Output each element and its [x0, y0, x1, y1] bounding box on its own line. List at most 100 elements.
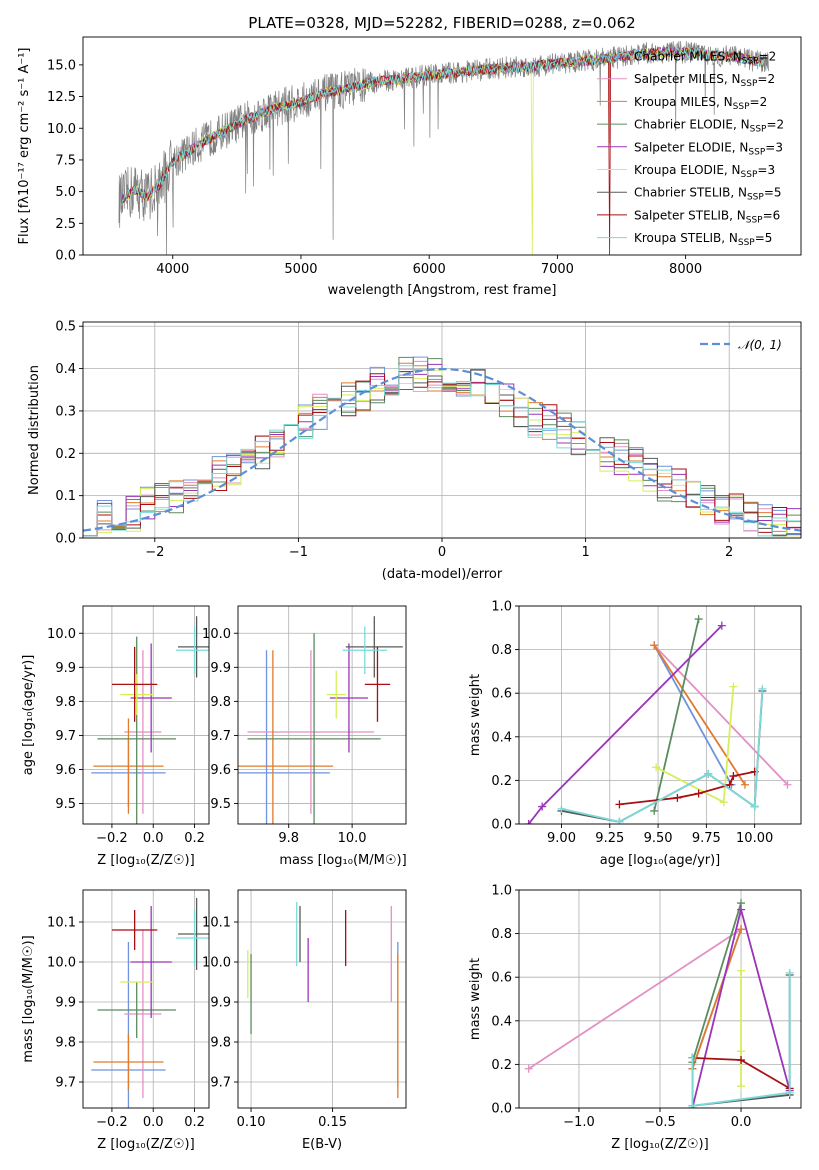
y-tick-label: 9.8	[55, 1036, 76, 1051]
y-tick-label: 10.0	[202, 627, 231, 642]
weight-marker	[650, 641, 659, 650]
errorbar-salpeter-stelib	[364, 646, 391, 722]
weight-line	[653, 644, 733, 786]
y-tick-label: 10.0	[47, 122, 76, 137]
y-tick-label: 1.0	[491, 600, 512, 615]
axes-frame	[82, 889, 210, 1109]
errorbar-kroupa-miles	[238, 650, 334, 824]
x-tick-label: 6000	[413, 262, 446, 277]
legend-label-kroupa-miles: Kroupa MILES, NSSP=2	[634, 95, 767, 112]
x-axis-label: Z [log₁₀(Z/Z☉)]	[97, 853, 194, 868]
y-tick-label: 0.1	[55, 489, 76, 504]
y-tick-label: 15.0	[47, 58, 76, 73]
weight-marker	[650, 806, 659, 815]
weight-marker	[750, 802, 759, 811]
y-tick-label: 0.2	[491, 774, 512, 789]
y-tick-label: 0.6	[491, 971, 512, 986]
observed-spectrum	[118, 40, 770, 255]
x-tick-label: 9.75	[692, 831, 721, 846]
y-tick-label: 9.9	[210, 661, 231, 676]
legend-value: =2	[750, 95, 768, 109]
legend-subscript: SSP	[750, 125, 767, 135]
weight-line	[653, 644, 746, 786]
weight-marker	[694, 615, 703, 624]
x-axis-label: Z [log₁₀(Z/Z☉)]	[97, 1137, 194, 1152]
x-tick-label: 10.00	[736, 831, 773, 846]
ticks-mass_vs_ebv: 0.10 0.15 9.7 9.8 9.9 10.0 10.1	[202, 916, 347, 1131]
plot-area-mass_vs_ebv	[247, 902, 399, 1098]
model-salpeter-stelib	[121, 46, 765, 255]
weights-salpeter-elodie	[524, 621, 726, 824]
legend-subscript: SSP	[741, 79, 758, 89]
weight-marker	[783, 780, 792, 789]
weights-kroupa-miles	[688, 925, 746, 1073]
y-tick-label: 9.7	[210, 1076, 231, 1091]
y-tick-label: 0.0	[55, 532, 76, 547]
x-tick-label: 8000	[669, 262, 702, 277]
x-tick-label: 0.15	[318, 1115, 347, 1130]
weight-marker	[557, 804, 566, 813]
weights-kroupa-miles	[650, 641, 749, 789]
ticks-age_vs_mass: 9.8 10.0 9.5 9.6 9.7 9.8 9.9 10.0	[202, 627, 367, 846]
errorbar-salpeter-elodie	[130, 906, 172, 1018]
legend-value: =2	[757, 72, 775, 86]
legend-label-chabrier-elodie: Chabrier ELODIE, NSSP=2	[634, 118, 784, 135]
legend-label-chabrier-miles: Chabrier MILES, NSSP=2	[634, 50, 776, 67]
y-tick-label: 9.6	[210, 763, 231, 778]
legend-label-kroupa-stelib: Kroupa STELIB, NSSP=5	[634, 231, 772, 248]
y-tick-label: 7.5	[55, 153, 76, 168]
weight-marker	[737, 1056, 746, 1065]
y-tick-label: 0.4	[55, 362, 76, 377]
weight-marker	[729, 682, 738, 691]
y-tick-label: 0.4	[491, 1014, 512, 1029]
axes-frame	[518, 889, 802, 1109]
weights-kroupa-elodie	[737, 966, 746, 1091]
axes-frame	[82, 605, 210, 825]
legend: Chabrier MILES, NSSP=2 Salpeter MILES, NS…	[597, 50, 784, 248]
x-tick-label: 0.2	[184, 831, 205, 846]
y-tick-label: 5.0	[55, 185, 76, 200]
ticks-mass_vs_Z: −0.2 0.0 0.2 9.7 9.8 9.9 10.0 10.1	[47, 916, 205, 1131]
weight-marker	[615, 817, 624, 824]
plot-area-weight_vs_Z	[524, 899, 794, 1108]
errorbar-chabrier-miles	[238, 650, 330, 824]
weight-marker	[729, 772, 738, 781]
ticks-weight_vs_Z: −1.0 −0.5 0.0 0.0 0.2 0.4 0.6 0.8 1.0	[491, 884, 751, 1131]
x-tick-label: 9.50	[644, 831, 673, 846]
legend-subscript: SSP	[742, 57, 759, 67]
x-tick-label: 0.0	[731, 1115, 752, 1130]
weight-marker	[737, 1047, 746, 1056]
weight-marker	[725, 780, 734, 789]
legend-label-gaussian: 𝒩(0, 1)	[738, 338, 782, 352]
weight-line	[691, 928, 742, 1070]
y-tick-label: 9.9	[210, 996, 231, 1011]
weight-marker	[524, 1064, 533, 1073]
errorbar-chabrier-elodie	[97, 982, 176, 1038]
y-tick-label: 10.1	[47, 916, 76, 931]
grid-residuals	[83, 322, 801, 539]
x-tick-label: 0.0	[143, 1115, 164, 1130]
axes-frame	[82, 321, 802, 539]
errorbar-salpeter-stelib	[111, 910, 158, 950]
y-axis-label: age [log₁₀(age/yr)]	[21, 655, 36, 776]
grid-weight_vs_age	[519, 605, 801, 825]
y-axis-label: Normed distribution	[27, 365, 42, 495]
x-axis-label: age [log₁₀(age/yr)]	[600, 853, 721, 868]
x-tick-label: 0.10	[237, 1115, 266, 1130]
y-axis-label: mass weight	[468, 674, 483, 756]
y-tick-label: 1.0	[491, 884, 512, 899]
errorbar-chabrier-elodie	[247, 633, 381, 824]
x-tick-label: −1	[289, 545, 308, 560]
y-tick-label: 10.0	[202, 956, 231, 971]
ticks-weight_vs_age: 9.00 9.25 9.50 9.75 10.00 0.0 0.2 0.4 0.6 0.8 1.0	[491, 600, 773, 847]
x-tick-label: 9.8	[278, 831, 299, 846]
grid-weight_vs_Z	[519, 889, 801, 1109]
y-tick-label: 0.3	[55, 404, 76, 419]
legend-label-chabrier-stelib: Chabrier STELIB, NSSP=5	[634, 186, 782, 203]
errorbar-chabrier-stelib	[345, 616, 403, 678]
axes-age_vs_Z: −0.2 0.0 0.2 9.5 9.6 9.7 9.8 9.9 10.0	[47, 605, 210, 846]
y-tick-label: 0.2	[491, 1058, 512, 1073]
x-tick-label: −1.0	[563, 1115, 595, 1130]
errorbar-salpeter-elodie	[130, 643, 172, 753]
